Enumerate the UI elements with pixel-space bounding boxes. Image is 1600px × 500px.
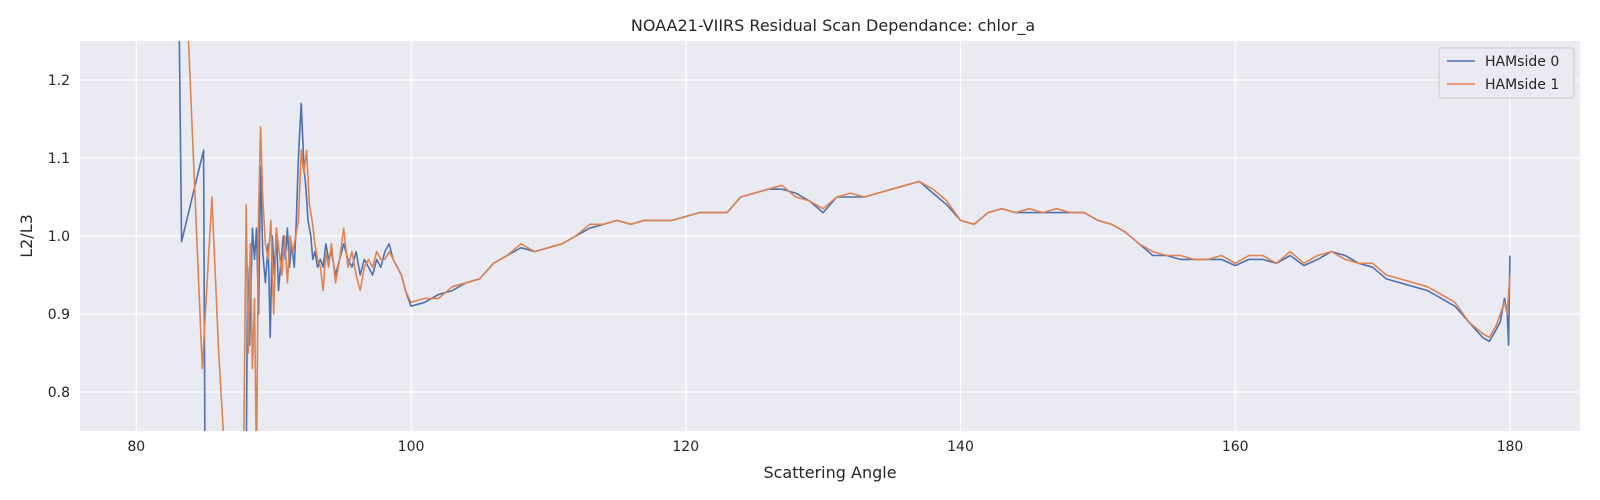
chart-title: NOAA21-VIIRS Residual Scan Dependance: c… <box>631 16 1035 36</box>
x-tick-label: 160 <box>1222 439 1249 455</box>
y-tick-label: 1.1 <box>48 151 70 167</box>
x-tick-label: 140 <box>947 439 974 455</box>
x-tick-label: 120 <box>672 439 699 455</box>
tick-labels: 80 100 120 140 160 180 0.8 0.9 1.0 1.1 1.2 <box>48 73 1524 455</box>
series-line-hamside-1 <box>187 41 1511 431</box>
y-tick-label: 1.2 <box>48 73 70 89</box>
x-tick-label: 180 <box>1497 439 1524 455</box>
y-tick-label: 0.9 <box>48 307 70 323</box>
x-tick-label: 80 <box>127 439 145 455</box>
grid <box>80 41 1580 431</box>
legend-label-hamside-1: HAMside 1 <box>1485 77 1559 93</box>
x-tick-label: 100 <box>398 439 425 455</box>
y-axis-label: L2/L3 <box>17 214 36 258</box>
series-lines <box>178 41 1511 431</box>
x-axis-label: Scattering Angle <box>763 463 896 482</box>
legend-label-hamside-0: HAMside 0 <box>1485 54 1559 70</box>
series-line-hamside-0 <box>178 41 1511 431</box>
y-tick-label: 0.8 <box>48 385 70 401</box>
y-tick-label: 1.0 <box>48 229 70 245</box>
legend: HAMside 0 HAMside 1 <box>1438 47 1575 99</box>
